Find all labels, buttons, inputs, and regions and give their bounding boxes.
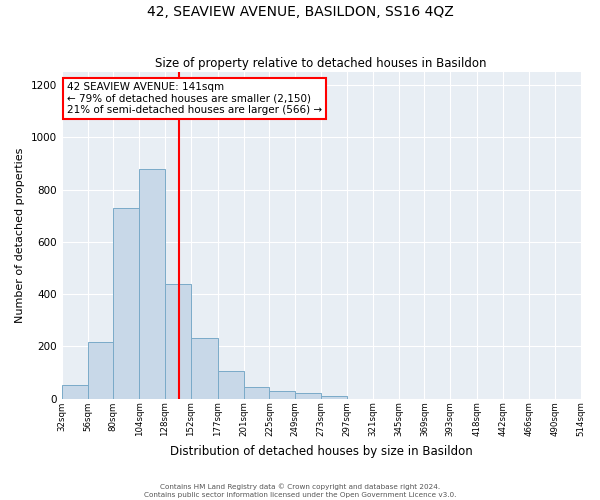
- Bar: [165, 284, 191, 399]
- Text: Contains HM Land Registry data © Crown copyright and database right 2024.
Contai: Contains HM Land Registry data © Crown c…: [144, 484, 456, 498]
- X-axis label: Distribution of detached houses by size in Basildon: Distribution of detached houses by size …: [170, 444, 472, 458]
- Bar: [191, 338, 218, 398]
- Bar: [113, 208, 139, 398]
- Bar: [269, 390, 295, 398]
- Bar: [88, 342, 113, 398]
- Text: 42, SEAVIEW AVENUE, BASILDON, SS16 4QZ: 42, SEAVIEW AVENUE, BASILDON, SS16 4QZ: [146, 5, 454, 19]
- Text: 42 SEAVIEW AVENUE: 141sqm
← 79% of detached houses are smaller (2,150)
21% of se: 42 SEAVIEW AVENUE: 141sqm ← 79% of detac…: [67, 82, 322, 115]
- Bar: [295, 394, 321, 398]
- Bar: [218, 371, 244, 398]
- Bar: [244, 387, 269, 398]
- Bar: [321, 396, 347, 398]
- Title: Size of property relative to detached houses in Basildon: Size of property relative to detached ho…: [155, 56, 487, 70]
- Bar: [139, 168, 165, 398]
- Y-axis label: Number of detached properties: Number of detached properties: [15, 148, 25, 323]
- Bar: [62, 386, 88, 398]
